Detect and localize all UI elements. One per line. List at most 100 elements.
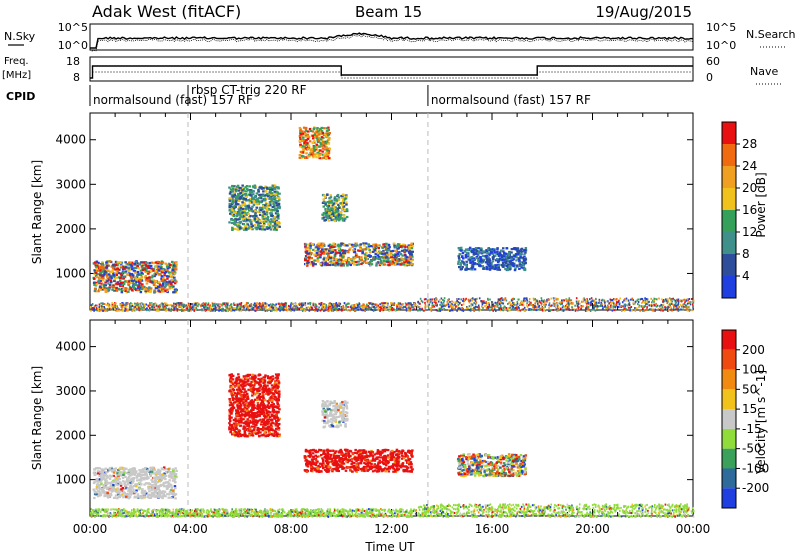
data-cell: [511, 308, 513, 310]
data-cell: [229, 205, 232, 207]
data-cell: [271, 198, 274, 200]
data-cell: [337, 244, 340, 246]
data-cell: [508, 307, 510, 309]
data-cell: [326, 146, 329, 148]
data-cell: [117, 270, 120, 272]
data-cell: [421, 300, 423, 302]
data-cell: [467, 268, 470, 270]
data-cell: [314, 263, 317, 265]
data-cell: [407, 304, 409, 306]
data-cell: [318, 155, 321, 157]
nsearch-label: N.Search: [746, 28, 796, 41]
data-cell: [356, 244, 359, 246]
data-cell: [128, 267, 131, 269]
data-cell: [137, 271, 140, 273]
data-cell: [316, 144, 319, 146]
data-cell: [172, 269, 175, 271]
data-cell: [460, 264, 463, 266]
data-cell: [173, 307, 175, 309]
data-cell: [410, 251, 413, 253]
data-cell: [239, 216, 242, 218]
data-cell: [127, 282, 130, 284]
data-cell: [425, 298, 427, 300]
data-cell: [246, 308, 248, 310]
data-cell: [272, 185, 275, 187]
data-cell: [514, 248, 517, 250]
data-cell: [620, 305, 622, 307]
data-cell: [139, 282, 142, 284]
data-cell: [693, 302, 695, 304]
data-cell: [543, 304, 545, 306]
data-cell: [638, 306, 640, 308]
data-cell: [465, 261, 468, 263]
data-cell: [436, 299, 438, 301]
data-cell: [318, 146, 321, 148]
data-cell: [234, 220, 237, 222]
data-cell: [665, 298, 667, 300]
data-cell: [119, 277, 122, 279]
data-cell: [537, 303, 539, 305]
data-cell: [153, 291, 156, 293]
data-cell: [312, 265, 315, 267]
data-cell: [343, 215, 346, 217]
data-cell: [448, 306, 450, 308]
data-cell: [337, 263, 340, 265]
data-cell: [336, 218, 339, 220]
data-cell: [115, 283, 118, 285]
data-cell: [503, 299, 505, 301]
data-cell: [330, 207, 333, 209]
data-cell: [512, 258, 515, 260]
data-cell: [119, 304, 121, 306]
data-cell: [132, 309, 134, 311]
data-cell: [495, 302, 497, 304]
data-cell: [117, 261, 120, 263]
data-cell: [195, 307, 197, 309]
data-cell: [524, 268, 527, 270]
data-cell: [171, 285, 174, 287]
data-cell: [612, 310, 614, 312]
data-cell: [354, 257, 357, 259]
data-cell: [308, 256, 311, 258]
data-cell: [406, 256, 409, 258]
data-cell: [624, 306, 626, 308]
freq-label-line1: Freq.: [4, 56, 29, 67]
data-cell: [247, 302, 249, 304]
nsky-label: N.Sky: [4, 30, 36, 43]
data-cell: [618, 300, 620, 302]
data-cell: [249, 219, 252, 221]
data-cell: [96, 283, 99, 285]
data-cell: [383, 260, 386, 262]
data-cell: [334, 196, 337, 198]
data-cell: [120, 265, 123, 267]
data-cell: [345, 196, 348, 198]
data-cell: [614, 299, 616, 301]
data-cell: [344, 209, 347, 211]
data-cell: [159, 262, 162, 264]
data-cell: [394, 255, 397, 257]
data-cell: [598, 302, 600, 304]
data-cell: [317, 260, 320, 262]
data-cell: [263, 211, 266, 213]
data-cell: [476, 250, 479, 252]
data-cell: [105, 261, 108, 263]
data-cell: [395, 250, 398, 252]
data-cell: [255, 215, 258, 217]
data-cell: [369, 251, 372, 253]
data-cell: [327, 255, 330, 257]
data-cell: [148, 262, 151, 264]
data-cell: [472, 308, 474, 310]
data-cell: [134, 284, 137, 286]
data-cell: [455, 306, 457, 308]
data-cell: [256, 207, 259, 209]
data-cell: [383, 302, 385, 304]
data-cell: [241, 189, 244, 191]
data-cell: [326, 306, 328, 308]
data-cell: [441, 298, 443, 300]
data-cell: [507, 310, 509, 312]
data-cell: [168, 271, 171, 273]
data-cell: [270, 303, 272, 305]
data-cell: [362, 251, 365, 253]
data-cell: [155, 287, 158, 289]
data-cell: [299, 157, 302, 159]
data-cell: [431, 298, 433, 300]
